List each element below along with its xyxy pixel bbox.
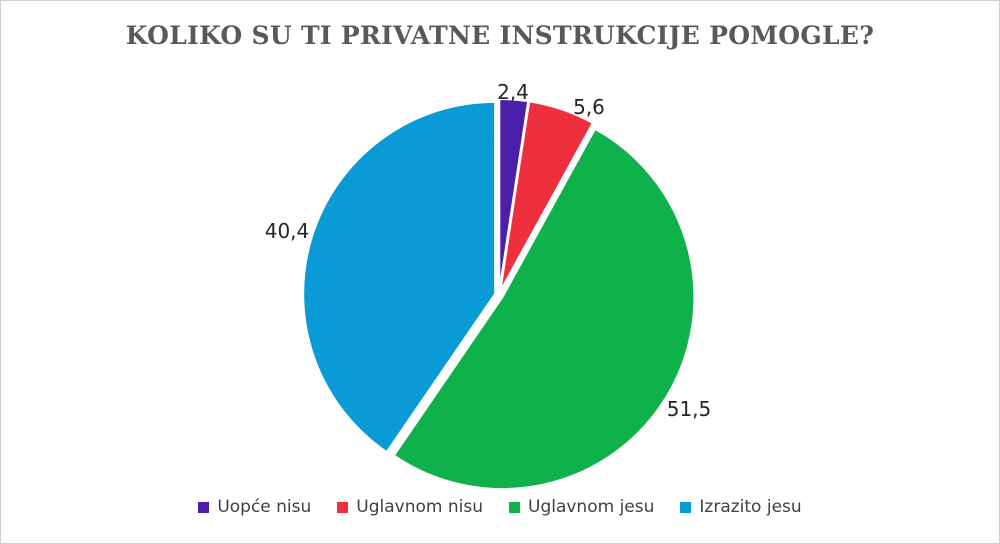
legend-item-3: Uglavnom jesu	[509, 497, 654, 517]
legend-label-3: Uglavnom jesu	[528, 497, 655, 517]
legend-item-4: Izrazito jesu	[680, 497, 802, 517]
pie-slice-3	[392, 127, 696, 491]
legend-swatch-4	[680, 501, 692, 513]
pie-slice-2	[499, 100, 595, 292]
data-label-4: 40,4	[265, 219, 310, 243]
legend-swatch-3	[509, 501, 520, 513]
data-label-1: 2,4	[497, 80, 529, 104]
chart-title: KOLIKO SU TI PRIVATNE INSTRUKCIJE POMOGL…	[125, 21, 875, 50]
legend-item-1: Uopće nisu	[198, 497, 311, 517]
legend-label-4: Izrazito jesu	[699, 497, 802, 517]
legend-swatch-1	[198, 501, 210, 513]
legend-item-2: Uglavnom nisu	[337, 497, 483, 517]
legend-label-1: Uopće nisu	[217, 497, 312, 517]
legend: Uopće nisu Uglavnom nisu Uglavnom jesu Izra…	[1, 497, 999, 517]
data-label-2: 5,6	[573, 95, 605, 119]
data-label-3: 51,5	[667, 397, 712, 421]
pie-slice-4	[302, 100, 497, 454]
legend-swatch-2	[337, 501, 349, 513]
pie-slice-1	[498, 98, 530, 292]
legend-label-2: Uglavnom nisu	[356, 497, 483, 517]
